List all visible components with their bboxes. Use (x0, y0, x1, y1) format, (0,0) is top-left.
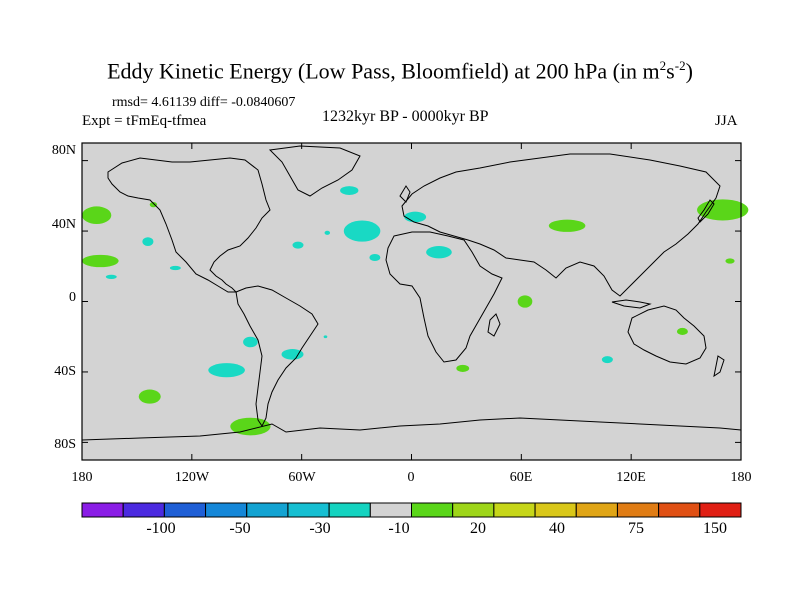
colorbar-swatch (205, 502, 248, 518)
y-tick-label: 40N (51, 217, 76, 232)
anomaly-southern-ocean-west (138, 389, 161, 404)
axis-ticks (81, 143, 742, 460)
africa-coast (385, 231, 503, 363)
anomaly-mexico-coast (169, 265, 181, 271)
coastlines (81, 145, 742, 441)
colorbar-label: 20 (470, 520, 486, 537)
greenland-coast (268, 145, 361, 197)
anomaly-east-pacific-blob (142, 237, 154, 247)
australia-coast (627, 305, 707, 365)
anomaly-south-pacific-1 (243, 336, 258, 348)
colorbar-swatch (411, 502, 454, 518)
colorbar-label: 150 (703, 520, 727, 537)
colorbar-swatch (328, 502, 371, 518)
anomaly-horn-of-africa (517, 295, 533, 308)
anomaly-north-atlantic-main (343, 220, 381, 242)
colorbar-label: -30 (309, 520, 331, 537)
x-tick-label: 0 (407, 470, 415, 485)
colorbar-swatch (575, 502, 618, 518)
anomaly-kamchatka-small (725, 258, 735, 264)
colorbar-swatch (122, 502, 165, 518)
y-tick-label: 0 (69, 290, 76, 305)
anomaly-europe (404, 211, 427, 223)
anomaly-north-pacific-west (82, 206, 112, 225)
y-tick-label: 80S (54, 437, 76, 452)
japan-coast (697, 199, 715, 223)
anomaly-kamchatka (697, 199, 749, 221)
south-america-coast (235, 285, 319, 427)
uk-coast (399, 185, 411, 203)
stats-label: rmsd= 4.61139 diff= -0.0840607 (112, 95, 296, 110)
madagascar-coast (487, 313, 501, 337)
anomaly-south-pacific-2 (281, 349, 304, 360)
anomaly-south-atlantic-1 (323, 335, 328, 339)
colorbar-swatch (534, 502, 577, 518)
anomaly-atlantic-jet-small (292, 241, 304, 249)
season-label: JJA (715, 113, 738, 129)
anomaly-south-pacific-3 (208, 363, 245, 378)
anomaly-south-africa-south (456, 364, 470, 372)
x-tick-label: 60W (288, 470, 316, 485)
colorbar-label: 40 (549, 520, 565, 537)
anomaly-hawaii-area (105, 274, 117, 279)
colorbar-label: -100 (146, 520, 176, 537)
colorbar-swatch (699, 502, 742, 518)
anomaly-north-pacific-small (149, 201, 158, 208)
colorbar-swatch (246, 502, 289, 518)
anomaly-atlantic-small-2 (324, 230, 331, 235)
colorbar-swatch (658, 502, 701, 518)
x-tick-label: 180 (730, 470, 752, 485)
anomaly-southern-ocean-antarctic (230, 417, 271, 436)
eurasia-coast (401, 153, 721, 297)
indonesia-coast (611, 299, 652, 309)
plot-title: Eddy Kinetic Energy (Low Pass, Bloomfiel… (107, 58, 693, 84)
colorbar-label: -50 (229, 520, 251, 537)
period-label: 1232kyr BP - 0000kyr BP (322, 108, 489, 125)
y-tick-label: 40S (54, 364, 76, 379)
map-panel (81, 142, 749, 461)
x-tick-label: 120E (616, 470, 646, 485)
colorbar (81, 502, 742, 518)
y-tick-label: 80N (51, 143, 76, 158)
anomaly-caspian-siberia (548, 219, 586, 232)
colorbar-label: -10 (388, 520, 410, 537)
north-america-coast (107, 157, 271, 293)
colorbar-swatch (452, 502, 495, 518)
colorbar-swatch (81, 502, 124, 518)
anomaly-north-africa (426, 246, 452, 259)
anomaly-azores (369, 253, 381, 261)
colorbar-swatch (616, 502, 660, 518)
x-tick-label: 180 (71, 470, 93, 485)
new-zealand-coast (713, 355, 725, 378)
colorbar-label: 75 (628, 520, 644, 537)
x-tick-label: 120W (174, 470, 210, 485)
map-background (82, 143, 741, 460)
colorbar-swatch (287, 502, 330, 518)
x-tick-label: 60E (509, 470, 533, 485)
colorbar-swatch (493, 502, 536, 518)
colorbar-swatch (369, 502, 412, 518)
anomaly-australia-north (676, 327, 688, 335)
anomaly-north-atlantic-greenland (340, 186, 359, 195)
colorbar-swatch (163, 502, 207, 518)
antarctica-coast (81, 417, 742, 441)
anomaly-indian-ocean-south (601, 356, 613, 364)
anomaly-subtropical-pacific (82, 254, 119, 268)
experiment-label: Expt = tFmEq-tfmea (82, 113, 207, 129)
